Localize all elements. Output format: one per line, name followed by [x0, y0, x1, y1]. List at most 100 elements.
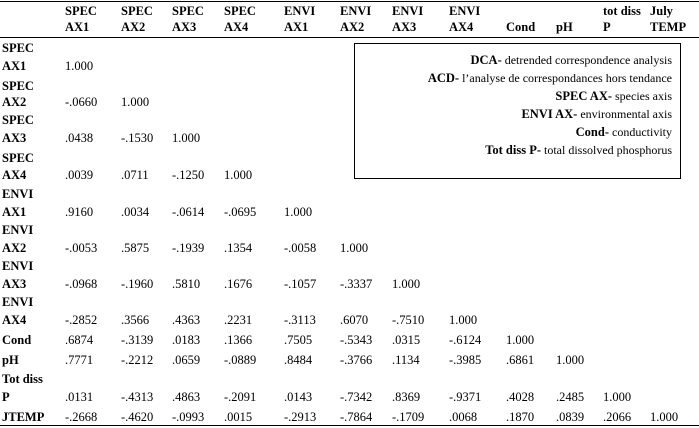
table-cell-value: -.3766 [340, 353, 373, 367]
column-header: SPEC [121, 4, 153, 18]
table-cell-value: 1.000 [650, 410, 679, 424]
table-cell-value: .0315 [392, 333, 421, 347]
table-cell-value: 1.000 [603, 390, 632, 404]
table-cell-value: -.3985 [449, 353, 482, 367]
column-header: P [603, 20, 611, 34]
table-cell-value: -.2668 [65, 410, 98, 424]
table-cell-value: -.3139 [121, 333, 154, 347]
column-header: AX1 [65, 20, 90, 34]
table-cell-value: .8369 [392, 390, 421, 404]
legend-definition: total dissolved phosphorus [541, 143, 672, 157]
table-cell-value: -.2212 [121, 353, 154, 367]
table-cell-value: .0039 [65, 168, 94, 182]
column-header: AX3 [172, 20, 197, 34]
header-bottom-rule [0, 37, 699, 38]
table-cell-value: -.2913 [284, 410, 317, 424]
column-header: ENVI [284, 4, 316, 18]
table-cell-value: .1676 [224, 277, 253, 291]
table-cell-value: -.1709 [392, 410, 425, 424]
row-label: Cond [2, 333, 32, 347]
table-cell-value: -.2091 [224, 390, 257, 404]
table-cell-value: .8484 [284, 353, 313, 367]
table-cell-value: .5875 [121, 241, 150, 255]
table-cell-value: -.1057 [284, 277, 317, 291]
column-header: pH [556, 20, 573, 34]
table-cell-value: .5810 [172, 277, 201, 291]
table-cell-value: -.0614 [172, 205, 205, 219]
column-header: AX4 [224, 20, 249, 34]
column-header: July [650, 4, 673, 18]
legend-term: ACD- [427, 71, 460, 85]
row-label: SPEC [2, 41, 34, 55]
table-cell-value: .0068 [449, 410, 478, 424]
row-label: AX1 [2, 59, 27, 73]
table-cell-value: .1366 [224, 333, 253, 347]
table-cell-value: .6070 [340, 313, 369, 327]
table-cell-value: 1.000 [284, 205, 313, 219]
column-header: ENVI [392, 4, 424, 18]
table-cell-value: -.4620 [121, 410, 154, 424]
column-header: SPEC [65, 4, 97, 18]
row-label: ENVI [2, 295, 34, 309]
legend-definition: detrended correspondence analysis [501, 53, 672, 67]
table-cell-value: -.1960 [121, 277, 154, 291]
table-cell-value: .4028 [506, 390, 535, 404]
row-label: SPEC [2, 79, 34, 93]
table-cell-value: -.1250 [172, 168, 205, 182]
legend-definition: species axis [612, 89, 672, 103]
table-cell-value: 1.000 [392, 277, 421, 291]
table-cell-value: 1.000 [556, 353, 585, 367]
table-cell-value: 1.000 [121, 95, 150, 109]
table-cell-value: -.0993 [172, 410, 205, 424]
legend-definition: conductivity [609, 125, 672, 139]
row-label: ENVI [2, 259, 34, 273]
table-cell-value: .0034 [121, 205, 150, 219]
legend-term: DCA- [470, 53, 502, 67]
table-cell-value: .0143 [284, 390, 313, 404]
legend-entry: DCA- detrended correspondence analysis [470, 53, 672, 67]
table-cell-value: -.0695 [224, 205, 257, 219]
legend-entry: ENVI AX- environmental axis [521, 107, 672, 121]
column-header: TEMP [650, 20, 687, 34]
table-cell-value: 1.000 [506, 333, 535, 347]
table-cell-value: -.7864 [340, 410, 373, 424]
table-cell-value: .2485 [556, 390, 585, 404]
row-label: SPEC [2, 151, 34, 165]
table-cell-value: -.0889 [224, 353, 257, 367]
table-cell-value: -.0968 [65, 277, 98, 291]
table-cell-value: .0711 [121, 168, 149, 182]
table-cell-value: 1.000 [65, 59, 94, 73]
table-cell-value: .1354 [224, 241, 253, 255]
table-cell-value: .1870 [506, 410, 535, 424]
row-label: AX4 [2, 168, 27, 182]
table-cell-value: .1134 [392, 353, 420, 367]
table-cell-value: .0131 [65, 390, 94, 404]
table-cell-value: -.1939 [172, 241, 205, 255]
table-cell-value: .4363 [172, 313, 201, 327]
table-bottom-rule [0, 425, 699, 426]
row-label: Tot diss [2, 372, 43, 386]
legend-term: ENVI AX- [521, 107, 578, 121]
column-header: ENVI [340, 4, 372, 18]
table-cell-value: -.4313 [121, 390, 154, 404]
table-cell-value: 1.000 [172, 131, 201, 145]
row-label: SPEC [2, 113, 34, 127]
row-label: ENVI [2, 187, 34, 201]
table-cell-value: -.0058 [284, 241, 317, 255]
column-header: ENVI [449, 4, 481, 18]
table-cell-value: .6861 [506, 353, 535, 367]
column-header: Cond [506, 20, 536, 34]
column-header: AX2 [340, 20, 365, 34]
legend-entry: SPEC AX- species axis [555, 89, 672, 103]
legend-entry: Cond- conductivity [576, 125, 672, 139]
table-cell-value: .0659 [172, 353, 201, 367]
table-cell-value: -.6124 [449, 333, 482, 347]
table-cell-value: -.7342 [340, 390, 373, 404]
table-cell-value: .9160 [65, 205, 94, 219]
table-cell-value: -.3337 [340, 277, 373, 291]
table-cell-value: -.3113 [284, 313, 316, 327]
table-cell-value: .0015 [224, 410, 253, 424]
table-cell-value: -.5343 [340, 333, 373, 347]
legend-entry: ACD- l’analyse de correspondances hors t… [428, 71, 672, 85]
table-cell-value: .2231 [224, 313, 253, 327]
